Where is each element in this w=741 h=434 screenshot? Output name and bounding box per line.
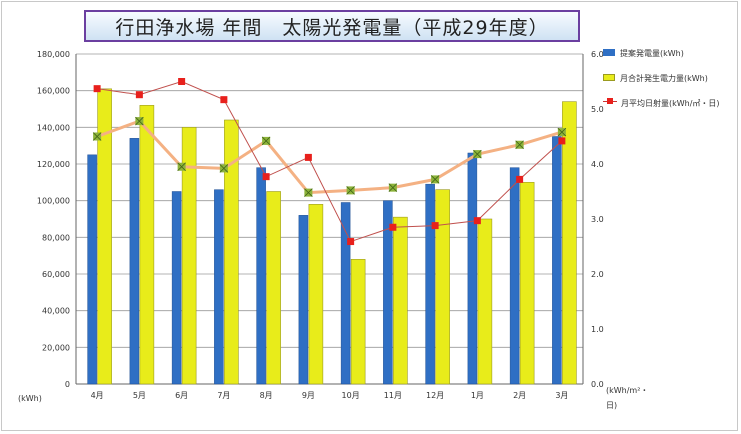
right-tick-label: 5.0 xyxy=(591,105,604,114)
point-irradiance xyxy=(516,175,524,183)
point-irradiance xyxy=(135,91,143,99)
right-tick-label: 3.0 xyxy=(591,215,604,224)
point-cross xyxy=(219,164,229,173)
right-tick-label: 4.0 xyxy=(591,160,604,169)
left-tick-label: 60,000 xyxy=(42,270,70,279)
bar-monthly-total xyxy=(97,88,112,385)
bar-proposed xyxy=(129,138,140,385)
point-cross xyxy=(473,149,482,159)
point-cross xyxy=(177,162,186,172)
point-irradiance xyxy=(220,96,228,104)
x-tick-label: 1月 xyxy=(471,391,484,400)
point-irradiance xyxy=(347,238,355,246)
bar-monthly-total xyxy=(393,216,408,385)
x-tick-label: 12月 xyxy=(426,391,444,400)
x-tick-label: 7月 xyxy=(217,391,230,400)
legend-item-irradiance: 月平均日射量(kWh/㎡・日) xyxy=(603,98,739,109)
point-cross xyxy=(346,186,355,195)
x-tick-label: 9月 xyxy=(302,391,315,400)
left-axis-unit: (kWh) xyxy=(18,394,42,403)
bar-monthly-total xyxy=(435,189,450,385)
x-tick-label: 2月 xyxy=(513,391,526,400)
point-irradiance xyxy=(389,223,397,231)
x-tick-label: 3月 xyxy=(555,391,568,400)
bar-proposed xyxy=(552,136,562,385)
left-tick-label: 40,000 xyxy=(42,307,70,316)
right-axis-unit: (kWh/m²・ xyxy=(606,386,648,395)
right-axis-unit-cont: 日) xyxy=(606,401,617,410)
bar-proposed xyxy=(87,154,97,385)
bar-proposed xyxy=(298,215,309,385)
left-tick-label: 100,000 xyxy=(37,197,70,206)
right-tick-label: 6.0 xyxy=(591,50,604,59)
bar-monthly-total xyxy=(519,182,535,385)
x-tick-label: 8月 xyxy=(260,391,273,400)
bar-monthly-total xyxy=(266,191,281,385)
right-tick-label: 1.0 xyxy=(591,325,604,334)
x-tick-label: 10月 xyxy=(342,391,360,400)
point-irradiance xyxy=(262,173,270,181)
bar-proposed xyxy=(171,191,182,385)
line-irradiance xyxy=(97,80,563,243)
right-tick-label: 0.0 xyxy=(591,380,604,389)
bar-proposed xyxy=(340,202,351,385)
point-irradiance xyxy=(431,222,439,230)
left-tick-label: 120,000 xyxy=(37,160,70,169)
left-tick-label: 180,000 xyxy=(37,50,70,59)
legend-item-monthly-total: 月合計発生電力量(kWh) xyxy=(603,73,739,84)
point-cross xyxy=(430,175,440,184)
bar-monthly-total xyxy=(477,218,493,385)
bar-monthly-total xyxy=(224,119,239,385)
point-cross xyxy=(261,136,271,146)
left-tick-label: 160,000 xyxy=(37,87,70,96)
legend-label: 月平均日射量(kWh/㎡・日) xyxy=(621,99,720,108)
point-irradiance xyxy=(473,217,481,225)
bar-monthly-total xyxy=(350,259,366,385)
x-tick-label: 5月 xyxy=(133,391,146,400)
bar-proposed xyxy=(214,189,224,385)
legend-swatch-blue xyxy=(603,49,615,56)
legend-label: 月合計発生電力量(kWh) xyxy=(620,74,708,83)
bar-monthly-total xyxy=(139,105,155,385)
point-irradiance xyxy=(93,85,101,93)
bar-proposed xyxy=(383,200,393,385)
point-irradiance xyxy=(304,153,312,161)
legend-label: 提案発電量(kWh) xyxy=(620,49,684,58)
point-irradiance xyxy=(558,137,566,145)
x-tick-label: 6月 xyxy=(175,391,188,400)
bar-monthly-total xyxy=(562,101,577,385)
legend-item-proposed: 提案発電量(kWh) xyxy=(603,48,739,59)
point-cross xyxy=(388,183,398,192)
legend: 提案発電量(kWh) 月合計発生電力量(kWh) 月平均日射量(kWh/㎡・日) xyxy=(603,48,739,123)
point-cross xyxy=(92,132,102,141)
left-tick-label: 20,000 xyxy=(42,343,70,352)
point-cross xyxy=(135,116,144,126)
plot-area xyxy=(76,54,583,384)
left-tick-label: 80,000 xyxy=(42,233,70,242)
right-tick-label: 2.0 xyxy=(591,270,604,279)
point-cross xyxy=(557,127,567,137)
legend-swatch-yellow xyxy=(603,74,615,81)
bar-proposed xyxy=(467,152,478,385)
bar-proposed xyxy=(425,183,435,385)
x-tick-label: 4月 xyxy=(91,391,104,400)
bar-proposed xyxy=(256,167,266,385)
x-tick-label: 11月 xyxy=(384,391,402,400)
chart-title: 行田浄水場 年間 太陽光発電量（平成29年度） xyxy=(84,10,580,42)
point-irradiance xyxy=(178,78,186,85)
bar-monthly-total xyxy=(181,127,197,385)
line-daily-output xyxy=(96,119,563,195)
point-cross xyxy=(304,188,313,197)
point-cross xyxy=(515,140,524,150)
bar-proposed xyxy=(509,167,520,385)
bar-monthly-total xyxy=(308,204,324,385)
left-tick-label: 140,000 xyxy=(37,123,70,132)
legend-line-marker xyxy=(603,98,617,106)
left-tick-label: 0 xyxy=(65,380,70,389)
